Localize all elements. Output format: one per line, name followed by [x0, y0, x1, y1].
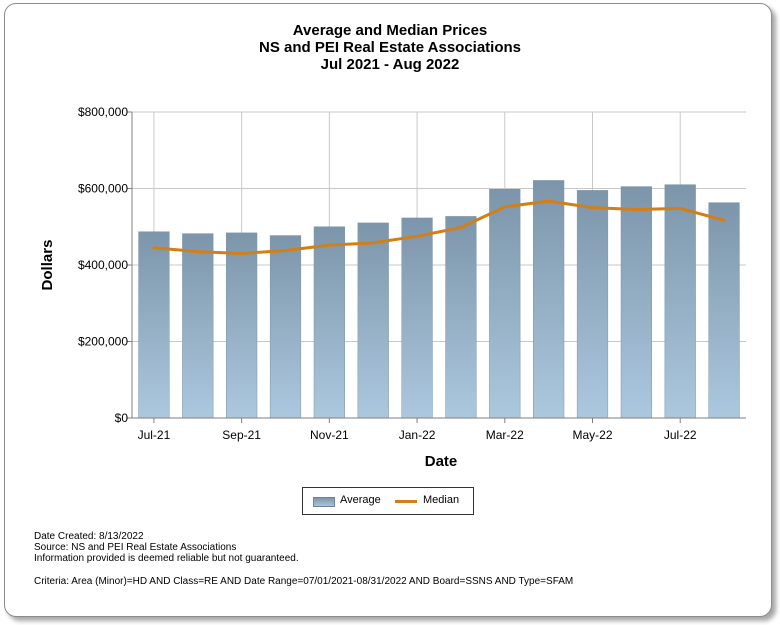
y-tick-label: $400,000 — [78, 258, 128, 272]
title-line-1: Average and Median Prices — [292, 22, 488, 39]
bar-average — [357, 222, 389, 419]
bar-average — [576, 190, 609, 419]
x-axis-label: Date — [425, 453, 458, 470]
source-note: Source: NS and PEI Real Estate Associati… — [34, 542, 237, 553]
bar-average — [182, 233, 214, 419]
bar-average — [533, 180, 565, 419]
title-line-2: NS and PEI Real Estate Associations — [258, 39, 522, 56]
median-line — [152, 199, 726, 256]
legend-average-label: Average — [340, 494, 381, 506]
y-tick-label: $200,000 — [78, 335, 128, 349]
x-tick-label: Nov-21 — [310, 428, 349, 442]
x-tick-label: Jan-22 — [399, 428, 436, 442]
y-tick-label: $600,000 — [78, 182, 128, 196]
bar-average — [138, 231, 170, 419]
y-tick-label: $800,000 — [78, 105, 128, 119]
legend-median-label: Median — [423, 494, 460, 506]
disclaimer: Information provided is deemed reliable … — [34, 553, 299, 564]
title-line-3: Jul 2021 - Aug 2022 — [320, 56, 460, 73]
bar-average — [313, 226, 345, 419]
legend-average-swatch — [313, 497, 335, 507]
bar-average — [708, 202, 740, 419]
bar-average — [445, 216, 477, 419]
y-axis-label: Dollars — [39, 240, 56, 291]
chart-footer: Date Created: 8/13/2022 Source: NS and P… — [34, 531, 573, 587]
x-tick-label: Jul-22 — [664, 428, 697, 442]
y-tick-label: $0 — [115, 411, 129, 425]
x-tick-label: May-22 — [572, 428, 612, 442]
legend: Average Median — [302, 487, 474, 515]
x-tick-label: Sep-21 — [222, 428, 261, 442]
bar-average — [664, 184, 696, 419]
bar-average — [226, 232, 258, 419]
chart-title: Average and Median Prices NS and PEI Rea… — [0, 22, 780, 73]
bar-average — [269, 235, 302, 419]
x-tick-label: Jul-21 — [138, 428, 171, 442]
x-tick-label: Mar-22 — [486, 428, 524, 442]
criteria: Criteria: Area (Minor)=HD AND Class=RE A… — [34, 576, 574, 587]
bar-average — [620, 186, 652, 419]
legend-median-swatch — [395, 500, 417, 503]
bar-average — [489, 189, 521, 419]
bar-average — [401, 217, 433, 419]
date-created: Date Created: 8/13/2022 — [34, 531, 144, 542]
